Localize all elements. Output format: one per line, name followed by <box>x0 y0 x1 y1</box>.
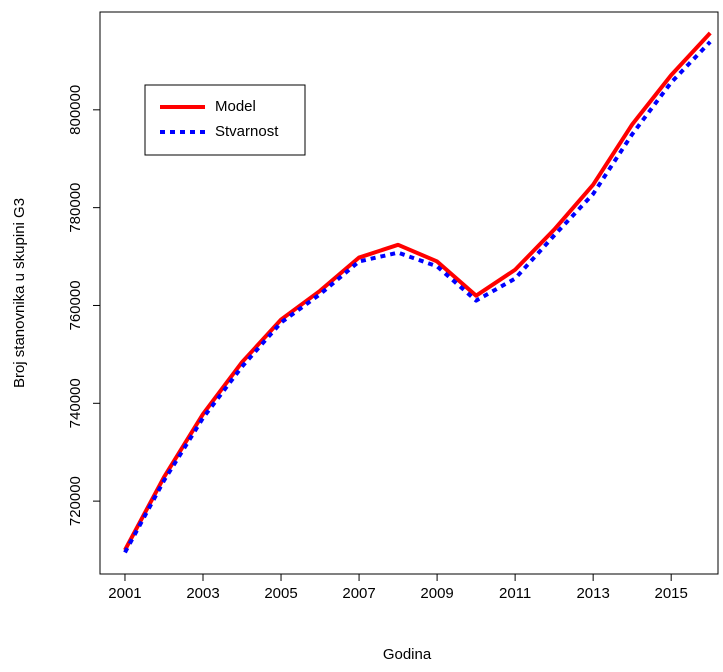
x-tick-label: 2003 <box>186 585 219 602</box>
plot-frame <box>99 11 719 575</box>
x-axis-label: Godina <box>383 646 432 663</box>
x-tick-label: 2005 <box>264 585 297 602</box>
legend-box <box>144 84 306 156</box>
legend-label: Stvarnost <box>215 123 279 140</box>
legend-label: Model <box>215 98 256 115</box>
x-tick-label: 2007 <box>342 585 375 602</box>
x-tick-label: 2009 <box>420 585 453 602</box>
y-tick-label: 760000 <box>67 280 84 330</box>
y-tick-label: 780000 <box>67 183 84 233</box>
y-tick-label: 800000 <box>67 85 84 135</box>
y-tick-label: 720000 <box>67 476 84 526</box>
x-tick-label: 2013 <box>576 585 609 602</box>
y-axis-label: Broj stanovnika u skupini G3 <box>11 198 28 388</box>
series-line <box>123 31 712 551</box>
x-tick-label: 2011 <box>499 585 531 602</box>
y-tick-label: 740000 <box>67 378 84 428</box>
x-tick-label: 2015 <box>654 585 687 602</box>
x-tick-label: 2001 <box>108 585 141 602</box>
